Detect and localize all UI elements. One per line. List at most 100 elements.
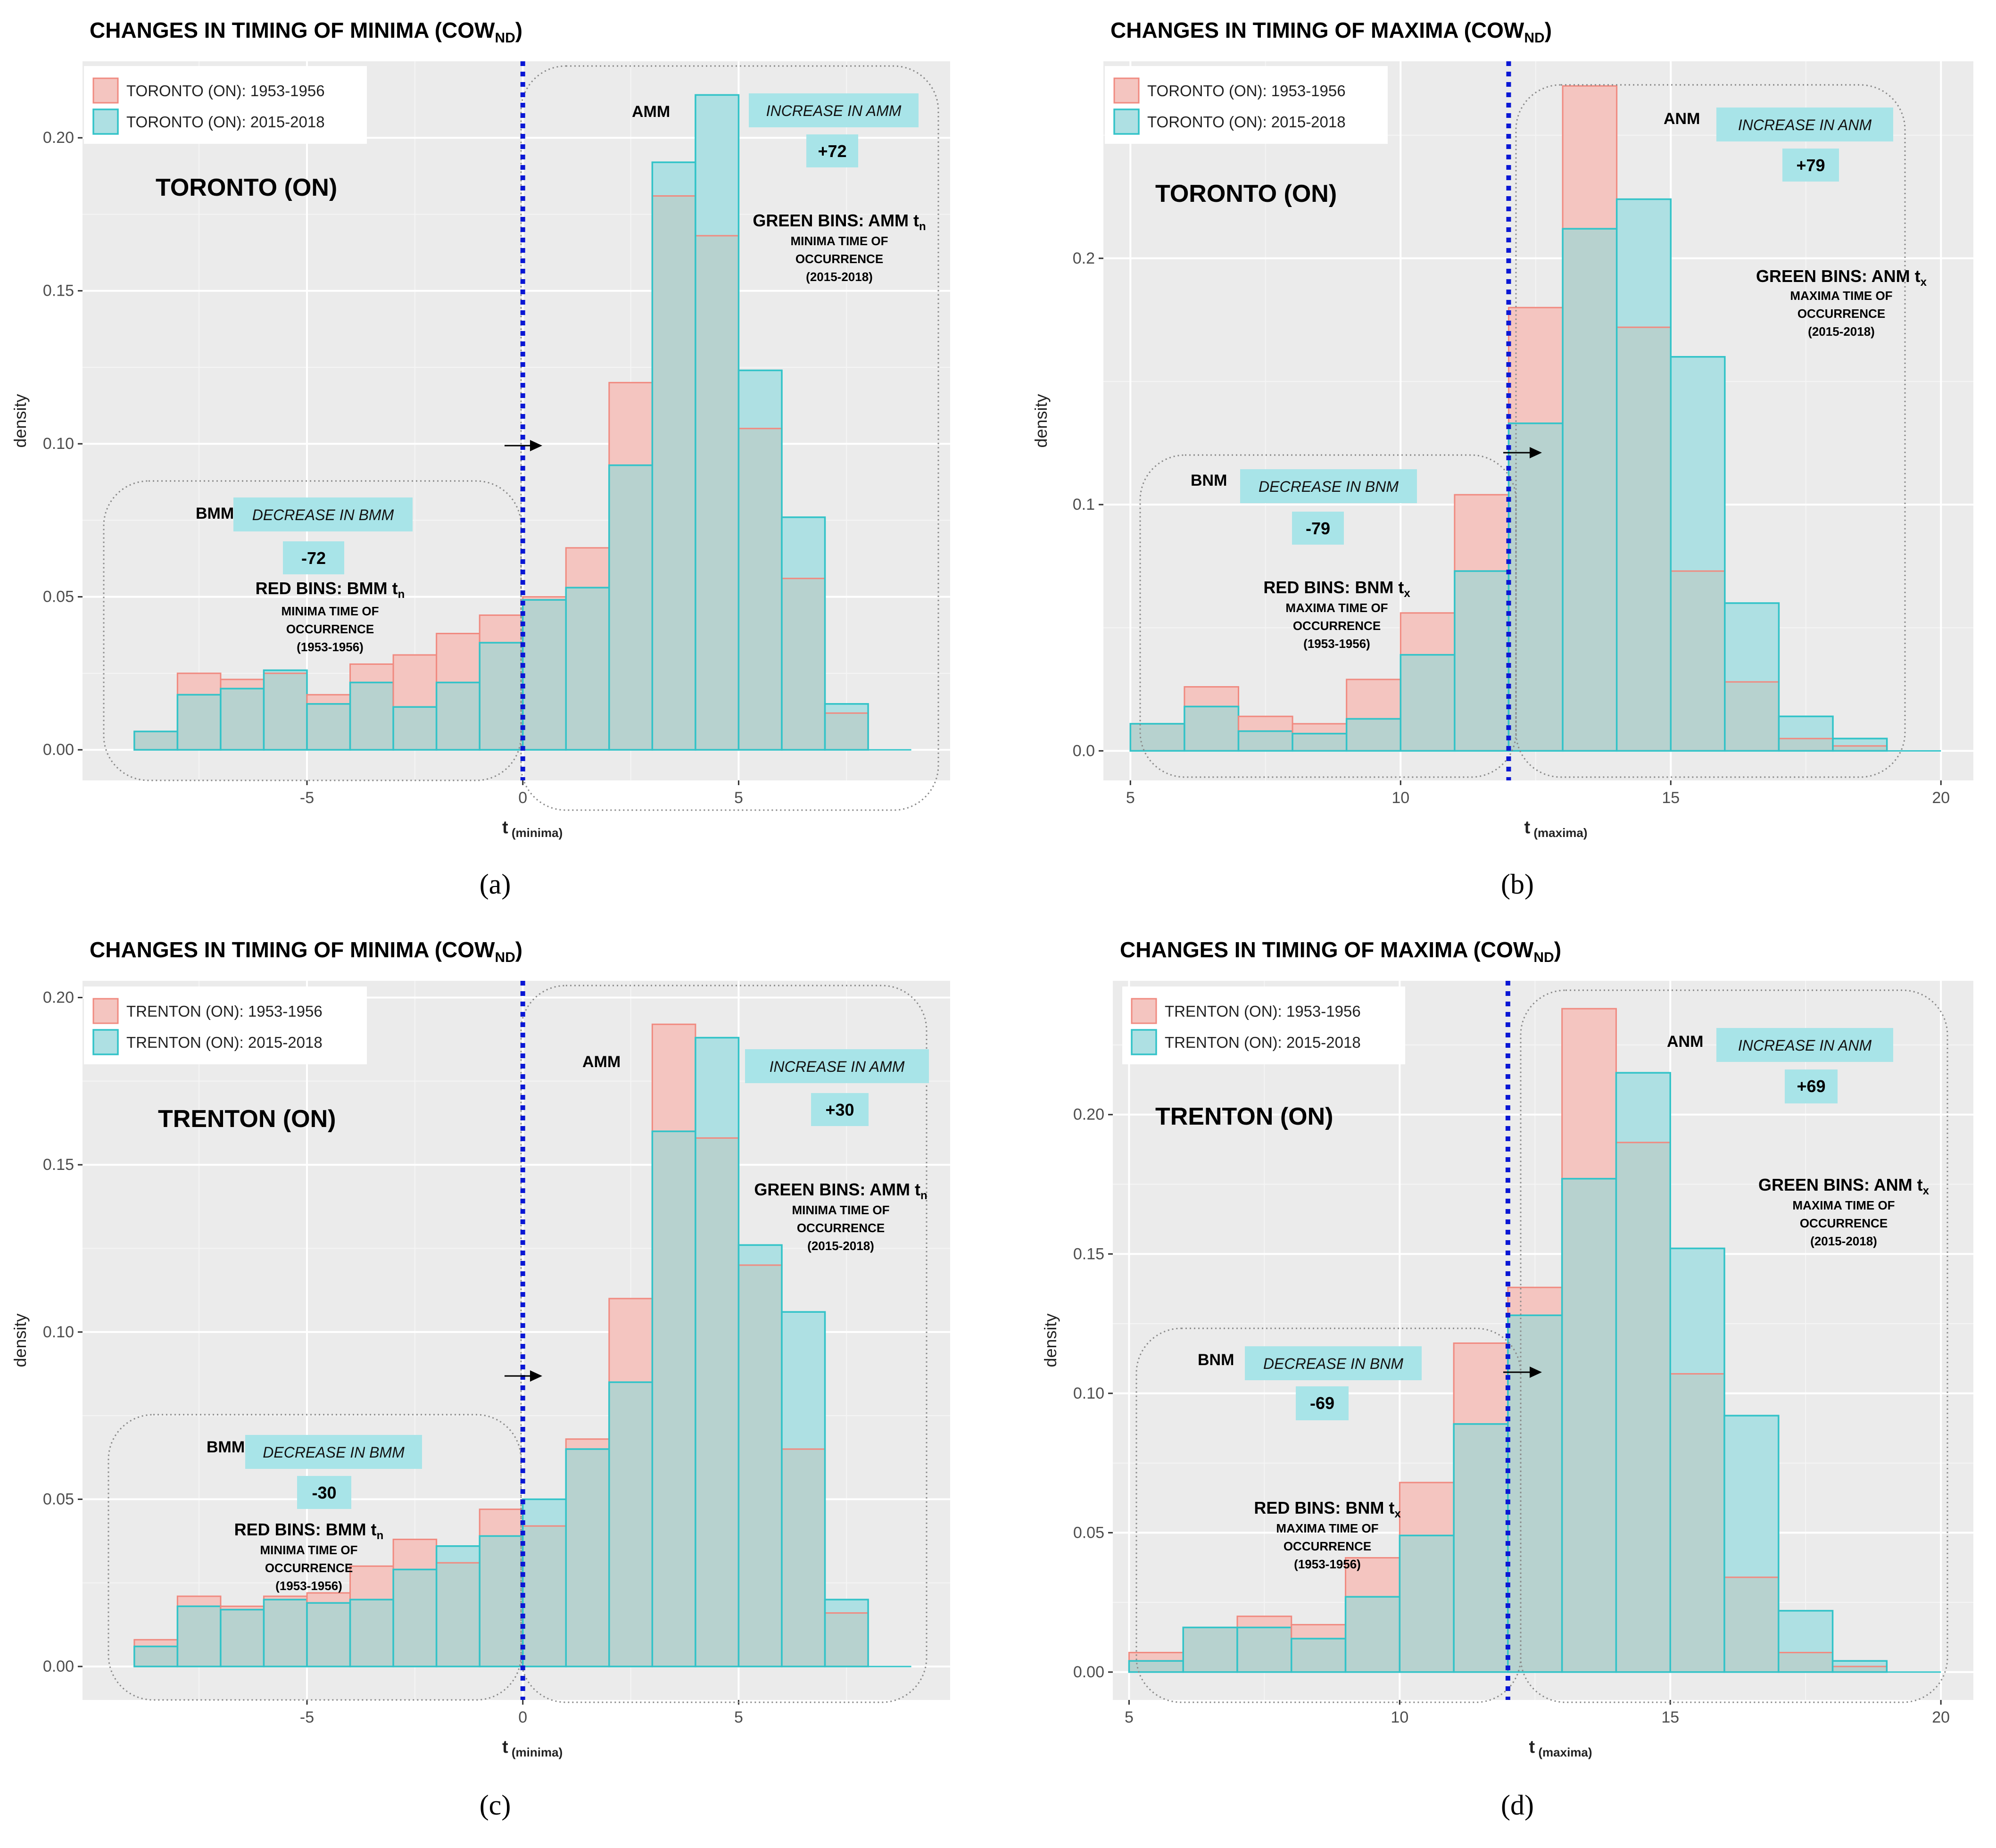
before-change-label: DECREASE IN BMM: [263, 1444, 405, 1461]
bar-overlap: [1238, 731, 1293, 751]
after-bins-line: (2015-2018): [807, 1239, 874, 1253]
bar-before-excess: [436, 633, 480, 683]
x-axis-label: t (minima): [502, 1737, 563, 1759]
bar-overlap: [1724, 682, 1779, 751]
after-bins-line: OCCURRENCE: [795, 252, 883, 266]
bar-after-excess: [264, 670, 307, 673]
x-tick-label: 5: [734, 1708, 743, 1726]
bar-before-excess: [1346, 679, 1401, 719]
after-bins-line: MINIMA TIME OF: [790, 234, 888, 248]
before-bins-line: OCCURRENCE: [1284, 1539, 1371, 1553]
x-axis-label: t (maxima): [1529, 1737, 1592, 1759]
after-change-value: +79: [1796, 156, 1825, 175]
bar-before-excess: [1345, 1558, 1400, 1597]
after-region-box: [1520, 989, 1948, 1703]
after-bins-line: (2015-2018): [1808, 324, 1875, 339]
chart-panel-d: 0.00 0.05 0.10 0.15 0.20 5 10 15 20 TRENTON (ON):…: [1041, 937, 1973, 1821]
bar-overlap: [1454, 571, 1509, 751]
before-change-value: -30: [312, 1483, 336, 1502]
bar-overlap: [1724, 1577, 1779, 1672]
after-bins-title-sub: x: [1923, 1185, 1930, 1197]
legend-label-after: TRENTON (ON): 2015-2018: [126, 1034, 323, 1051]
bar-before-excess: [264, 1596, 307, 1600]
after-change-pill: [749, 93, 919, 127]
bar-before-excess: [1238, 716, 1293, 731]
bar-overlap: [220, 688, 264, 750]
y-tick-label: 0.2: [1073, 249, 1095, 267]
y-tick-label: 0.10: [43, 1323, 74, 1341]
y-tick-label: 0.0: [1073, 742, 1095, 760]
after-region-name: ANM: [1667, 1033, 1703, 1051]
bar-after: [1831, 1660, 1888, 1673]
shift-arrowhead: [1530, 1367, 1542, 1378]
bar-overlap: [480, 1536, 523, 1667]
bar-overlap: [1833, 746, 1887, 751]
x-tick-label: -5: [300, 789, 314, 807]
bar-after-excess: [695, 1037, 739, 1138]
legend-swatch-before: [92, 998, 119, 1024]
bar-before-excess: [1400, 613, 1455, 655]
after-bins-line: MAXIMA TIME OF: [1792, 1198, 1895, 1212]
bar-overlap: [1130, 723, 1184, 751]
after-change-value-pill: [1785, 1069, 1838, 1103]
bar-before-excess: [1563, 86, 1617, 229]
bar-overlap: [393, 707, 437, 750]
bar-overlap: [177, 695, 221, 750]
bar-before-excess: [220, 679, 264, 689]
chart-title-main: CHANGES IN TIMING OF MINIMA (COW: [90, 937, 495, 962]
x-tick-label: -5: [300, 1708, 314, 1726]
after-change-value: +72: [818, 141, 846, 161]
before-bins-title-sub: x: [1404, 587, 1410, 600]
x-axis-label-sub: (minima): [508, 1745, 563, 1759]
chart-title: CHANGES IN TIMING OF MINIMA (COWND): [90, 18, 522, 46]
bar-overlap: [566, 588, 609, 750]
bar-before-excess: [1507, 1287, 1562, 1316]
station-title: TRENTON (ON): [1155, 1103, 1333, 1130]
bar-before-excess: [393, 655, 437, 707]
bar-overlap: [609, 465, 653, 750]
bar-overlap: [1563, 229, 1617, 751]
chart-title-main: CHANGES IN TIMING OF MINIMA (COW: [90, 18, 495, 42]
bar-after: [781, 1311, 826, 1667]
bar-overlap: [1507, 1315, 1562, 1672]
bar-overlap: [522, 600, 566, 750]
bar-overlap: [695, 235, 739, 750]
before-region-box: [108, 1414, 522, 1701]
before-bins-line: (1953-1956): [1294, 1557, 1361, 1571]
legend-swatch-after: [1113, 108, 1140, 135]
after-bins-title: GREEN BINS: ANM tx: [1758, 1175, 1930, 1197]
x-tick-label: 15: [1662, 789, 1680, 807]
after-change-pill: [1716, 1028, 1893, 1062]
legend-label-after: TRENTON (ON): 2015-2018: [1165, 1034, 1361, 1051]
chart-title-main: CHANGES IN TIMING OF MAXIMA (COW: [1120, 937, 1534, 962]
bar-after-excess: [1833, 738, 1887, 746]
before-bins-title: RED BINS: BNM tx: [1263, 578, 1410, 600]
bar-after-excess: [1779, 716, 1833, 739]
after-bins-title-main: GREEN BINS: ANM t: [1758, 1175, 1923, 1194]
before-bins-line: MAXIMA TIME OF: [1285, 601, 1388, 615]
legend-swatch-after: [92, 1029, 119, 1055]
panel-label: (d): [1501, 1790, 1534, 1821]
x-tick-label: 0: [518, 789, 527, 807]
chart-title-sub: ND: [1524, 30, 1544, 46]
bar-overlap: [1292, 733, 1347, 751]
before-bins-title-sub: n: [377, 1529, 384, 1542]
x-axis-label-sub: (minima): [508, 826, 563, 840]
before-region-name: BNM: [1198, 1351, 1234, 1369]
after-bins-line: (2015-2018): [1810, 1234, 1877, 1248]
x-tick-label: 20: [1932, 789, 1950, 807]
y-tick-label: 0.20: [43, 129, 74, 147]
x-tick-label: 5: [1125, 1708, 1134, 1726]
after-change-label: INCREASE IN AMM: [770, 1058, 905, 1075]
bar-after-excess: [436, 1546, 480, 1563]
bar-overlap: [1779, 738, 1833, 751]
y-tick-label: 0.00: [1073, 1663, 1104, 1681]
bar-before-excess: [177, 673, 221, 695]
y-tick-label: 0.20: [43, 988, 74, 1006]
x-axis-label: t (maxima): [1524, 818, 1588, 840]
after-change-value-pill: [806, 134, 858, 167]
bar-overlap: [566, 1449, 609, 1667]
y-tick-label: 0.05: [43, 1490, 74, 1508]
station-title: TRENTON (ON): [158, 1105, 336, 1133]
chart-panel-c: 0.00 0.05 0.10 0.15 0.20 -5 0 5 TRENTON (ON): 19…: [10, 937, 950, 1821]
